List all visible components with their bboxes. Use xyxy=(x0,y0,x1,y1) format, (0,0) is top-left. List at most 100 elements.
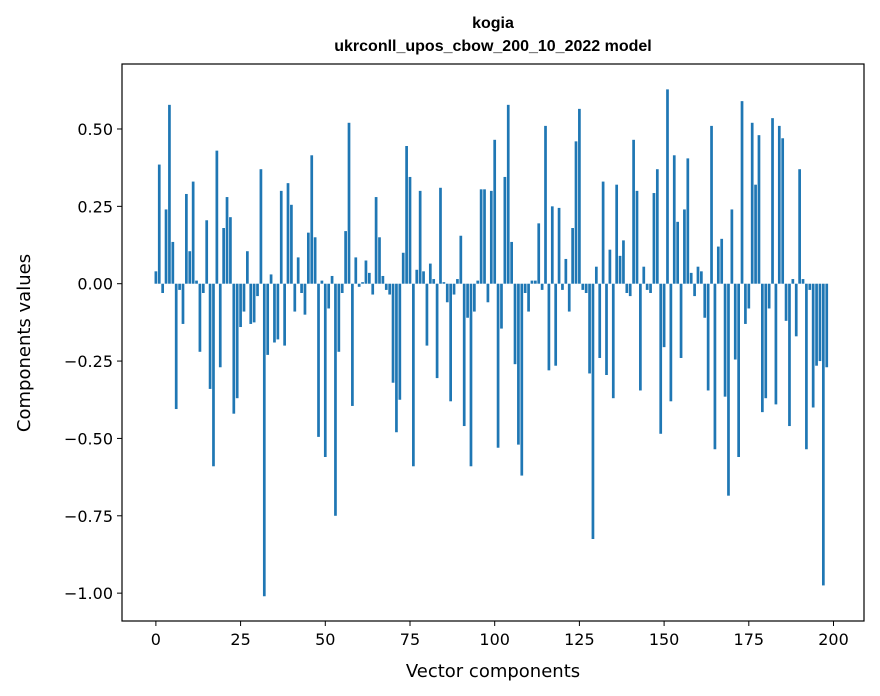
bar-component-79 xyxy=(422,271,425,284)
x-tick-label: 25 xyxy=(230,630,250,649)
bar-component-82 xyxy=(432,279,436,284)
bar-component-45 xyxy=(306,232,310,284)
bar-component-121 xyxy=(564,258,568,284)
bar-component-43 xyxy=(300,283,303,293)
bar-component-20 xyxy=(222,228,225,284)
bar-component-81 xyxy=(428,263,432,284)
y-tick-label: 0.00 xyxy=(77,275,113,294)
bar-component-117 xyxy=(550,206,554,284)
bar-component-118 xyxy=(554,283,558,366)
bar-component-85 xyxy=(442,282,446,284)
bar-component-149 xyxy=(659,283,663,434)
y-tick-label: 0.25 xyxy=(77,197,113,216)
bar-component-99 xyxy=(489,190,493,284)
bar-component-17 xyxy=(212,283,215,467)
bar-component-162 xyxy=(703,283,707,318)
bar-component-21 xyxy=(225,197,229,284)
bar-component-67 xyxy=(381,275,385,284)
bar-component-75 xyxy=(408,176,412,284)
bar-component-96 xyxy=(479,189,483,284)
bar-component-130 xyxy=(594,266,598,284)
bar-component-160 xyxy=(696,266,700,284)
bar-component-26 xyxy=(242,283,246,312)
bar-component-151 xyxy=(666,89,669,284)
bar-component-145 xyxy=(645,283,649,290)
bar-component-88 xyxy=(452,283,456,295)
bar-component-63 xyxy=(367,272,371,284)
bar-component-18 xyxy=(215,150,219,284)
bar-component-80 xyxy=(425,283,429,346)
bar-component-195 xyxy=(815,283,818,366)
bar-component-154 xyxy=(676,221,680,284)
bar-component-187 xyxy=(788,283,791,427)
bar-component-191 xyxy=(801,279,805,284)
bar-component-28 xyxy=(249,283,253,324)
bar-component-174 xyxy=(744,283,747,324)
bar-component-66 xyxy=(378,237,381,284)
bar-component-101 xyxy=(496,283,500,448)
bar-component-48 xyxy=(317,283,320,437)
y-axis-ticks: 0.50 0.25 0.00 −0.25 −0.50 −0.75 −1.00 xyxy=(64,120,122,603)
bar-component-125 xyxy=(578,108,581,284)
bar-component-197 xyxy=(821,283,825,586)
bar-component-131 xyxy=(598,283,602,358)
bar-component-59 xyxy=(354,257,358,284)
bar-component-163 xyxy=(706,283,710,391)
bar-component-182 xyxy=(771,118,774,284)
bar-component-71 xyxy=(395,283,398,433)
bar-component-123 xyxy=(571,228,574,284)
bar-component-12 xyxy=(195,280,198,284)
bar-component-2 xyxy=(161,283,165,293)
bar-component-127 xyxy=(584,283,588,293)
bar-component-132 xyxy=(601,181,605,284)
bar-component-119 xyxy=(557,207,561,284)
bar-component-139 xyxy=(625,283,629,293)
bar-component-95 xyxy=(476,280,480,284)
y-tick-label: −0.25 xyxy=(64,352,113,371)
bar-component-100 xyxy=(493,139,497,284)
bar-component-190 xyxy=(798,169,801,284)
bar-component-176 xyxy=(750,122,754,284)
bar-component-0 xyxy=(154,271,158,284)
bar-component-31 xyxy=(259,169,263,284)
bar-component-57 xyxy=(347,122,351,284)
bar-component-124 xyxy=(574,141,578,284)
bar-component-5 xyxy=(171,241,175,284)
bar-component-69 xyxy=(388,283,392,295)
bar-component-19 xyxy=(218,283,222,368)
bar-component-165 xyxy=(713,283,717,450)
bar-component-39 xyxy=(286,183,290,284)
bar-component-40 xyxy=(290,204,293,284)
bar-component-62 xyxy=(364,260,368,284)
bar-component-104 xyxy=(506,104,510,284)
bar-component-44 xyxy=(303,283,307,315)
bar-component-91 xyxy=(462,283,466,427)
bar-component-156 xyxy=(683,209,686,284)
bar-component-110 xyxy=(527,283,530,312)
bar-component-164 xyxy=(710,125,713,284)
x-tick-label: 50 xyxy=(315,630,335,649)
bar-component-116 xyxy=(547,283,551,371)
bar-component-98 xyxy=(486,283,490,303)
bar-component-150 xyxy=(662,283,666,348)
bar-component-38 xyxy=(283,283,286,346)
bar-component-22 xyxy=(229,217,232,284)
bar-component-193 xyxy=(808,283,812,290)
bar-component-106 xyxy=(513,283,517,365)
chart-subtitle: ukrconll_upos_cbow_200_10_2022 model xyxy=(334,38,651,55)
x-axis-ticks: 0 25 50 75 100 125 150 175 200 xyxy=(151,621,849,649)
bar-component-196 xyxy=(818,283,822,362)
bar-component-37 xyxy=(279,190,283,284)
y-axis-label: Components values xyxy=(14,254,35,432)
bar-component-128 xyxy=(588,283,591,374)
bar-component-42 xyxy=(296,257,300,284)
bar-component-189 xyxy=(794,283,798,337)
bar-component-144 xyxy=(642,266,646,284)
y-tick-label: −1.00 xyxy=(64,584,113,603)
bar-component-11 xyxy=(191,181,195,284)
y-tick-label: −0.50 xyxy=(64,429,113,448)
bar-component-46 xyxy=(310,155,314,284)
bar-component-47 xyxy=(313,237,317,284)
bar-component-141 xyxy=(632,139,635,284)
bar-component-72 xyxy=(398,283,402,400)
